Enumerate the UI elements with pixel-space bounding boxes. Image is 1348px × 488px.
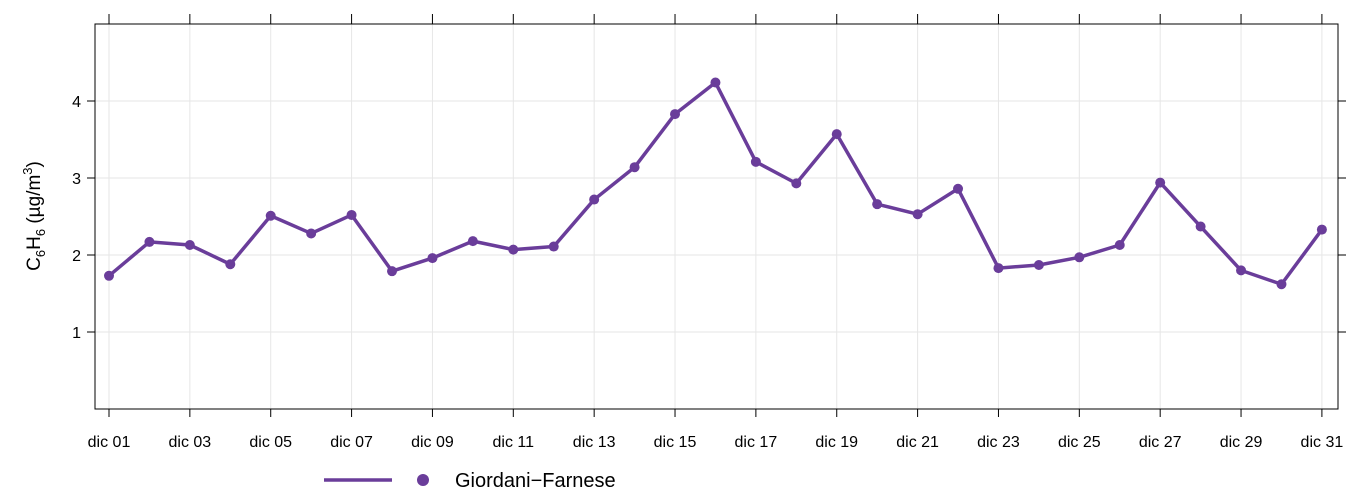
x-tick-label: dic 11 xyxy=(493,434,535,451)
x-tick-label: dic 17 xyxy=(735,434,778,451)
data-point xyxy=(508,244,519,255)
x-tick-label: dic 23 xyxy=(977,434,1020,451)
data-point xyxy=(872,199,883,210)
series-line xyxy=(107,80,1324,287)
data-point xyxy=(346,209,357,220)
data-point xyxy=(184,239,195,250)
grid xyxy=(95,24,1338,409)
data-point xyxy=(467,236,478,247)
x-tick-label: dic 19 xyxy=(815,434,858,451)
y-tick-label: 2 xyxy=(72,248,81,265)
series-points xyxy=(104,77,1327,290)
data-point xyxy=(1316,224,1327,235)
data-point xyxy=(427,253,438,264)
x-tick-label: dic 21 xyxy=(896,434,939,451)
data-point xyxy=(104,270,114,281)
data-point xyxy=(912,209,923,220)
data-point xyxy=(1114,239,1125,250)
x-tick-label: dic 01 xyxy=(88,434,131,451)
axis-ticks xyxy=(87,14,1346,417)
legend-point-swatch xyxy=(417,474,429,486)
x-tick-labels: dic 01 dic 03 dic 05 dic 07 dic 09 dic 11 dic … xyxy=(88,434,1344,451)
x-tick-label: dic 27 xyxy=(1139,434,1182,451)
x-tick-label: dic 13 xyxy=(573,434,616,451)
plot-frame xyxy=(94,23,1339,410)
data-point xyxy=(1155,177,1166,188)
legend-label: Giordani−Farnese xyxy=(455,470,616,488)
legend: Giordani−Farnese xyxy=(324,470,616,488)
data-point xyxy=(1236,265,1247,276)
data-point xyxy=(144,236,155,247)
data-point xyxy=(953,183,964,194)
y-axis-label: C6H6 (µg/m3) xyxy=(20,161,48,271)
data-point xyxy=(791,178,802,189)
data-point xyxy=(387,266,398,277)
data-point xyxy=(1033,260,1044,271)
y-tick-label: 4 xyxy=(72,94,81,111)
data-point xyxy=(265,210,276,221)
data-point xyxy=(548,241,559,252)
y-tick-label: 3 xyxy=(72,171,81,188)
data-point xyxy=(1074,252,1085,263)
x-tick-label: dic 05 xyxy=(249,434,292,451)
data-point xyxy=(589,194,600,205)
x-tick-label: dic 03 xyxy=(169,434,212,451)
data-point xyxy=(670,109,681,120)
data-point xyxy=(1195,221,1206,232)
y-tick-label: 1 xyxy=(72,325,81,342)
data-point xyxy=(710,77,721,88)
x-tick-label: dic 31 xyxy=(1301,434,1344,451)
x-tick-label: dic 15 xyxy=(654,434,697,451)
x-tick-label: dic 07 xyxy=(330,434,373,451)
data-point xyxy=(750,156,761,167)
y-tick-labels: 1 2 3 4 xyxy=(72,94,81,342)
x-tick-label: dic 25 xyxy=(1058,434,1101,451)
data-point xyxy=(1276,279,1287,290)
data-point xyxy=(629,162,640,173)
data-point xyxy=(831,129,842,140)
x-tick-label: dic 29 xyxy=(1220,434,1263,451)
data-point xyxy=(225,259,236,270)
x-tick-label: dic 09 xyxy=(411,434,454,451)
data-point xyxy=(993,263,1004,274)
data-point xyxy=(306,228,317,239)
